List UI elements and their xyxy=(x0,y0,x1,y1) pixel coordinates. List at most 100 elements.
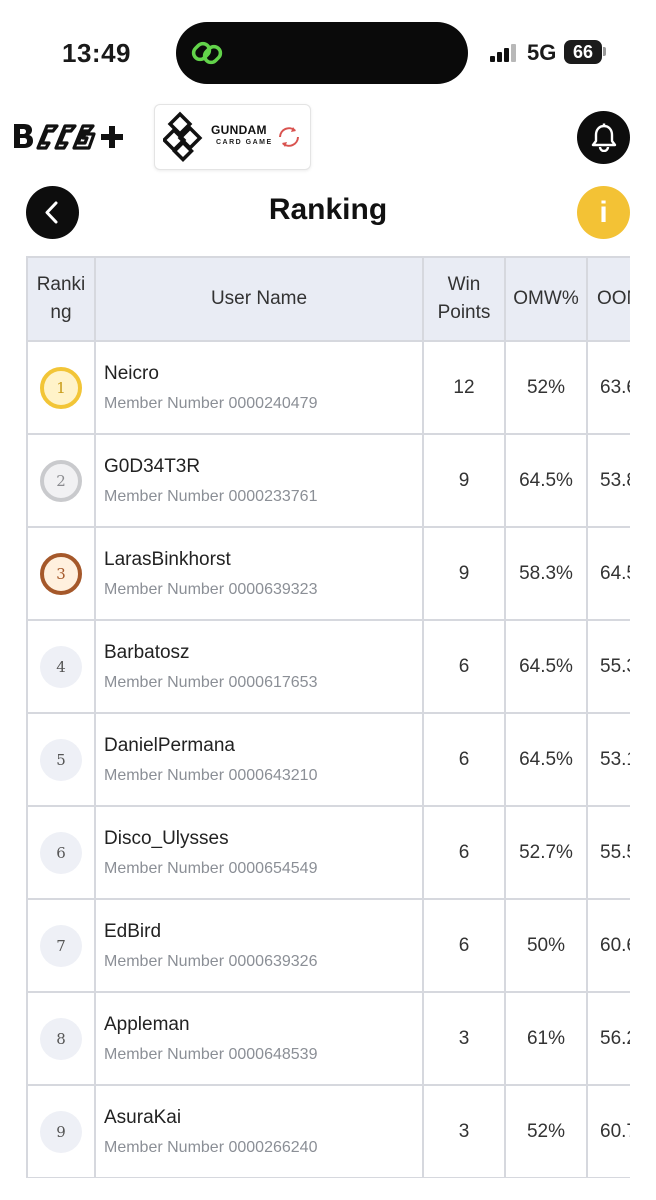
table-row[interactable]: 8 Appleman Member Number 0000648539 3 61% 56.… xyxy=(26,991,630,1086)
user-name: AsuraKai xyxy=(104,1106,182,1128)
network-type: 5G xyxy=(527,40,557,65)
ranking-table: Ranki ng User Name Win Points OMW% OOM %… xyxy=(26,256,630,1178)
medal-icon: 5 xyxy=(40,738,82,781)
header-win-points[interactable]: Win Points xyxy=(422,256,506,342)
user-cell[interactable]: Disco_Ulysses Member Number 0000654549 xyxy=(94,805,424,900)
table-row[interactable]: 6 Disco_Ulysses Member Number 0000654549 6 5… xyxy=(26,805,630,900)
back-button[interactable] xyxy=(26,186,79,239)
table-row[interactable]: 9 AsuraKai Member Number 0000266240 3 52% 60.… xyxy=(26,1084,630,1178)
table-row[interactable]: 2 G0D34T3R Member Number 0000233761 9 64.5% 5… xyxy=(26,433,630,528)
win-points-cell: 3 xyxy=(422,1084,506,1178)
clock: 13:49 xyxy=(62,38,131,68)
member-number: Member Number 0000643210 xyxy=(104,766,318,784)
user-cell[interactable]: AsuraKai Member Number 0000266240 xyxy=(94,1084,424,1178)
member-number: Member Number 0000617653 xyxy=(104,673,318,691)
win-points-cell: 3 xyxy=(422,991,506,1086)
omw-cell: 52% xyxy=(504,340,588,435)
medal-icon: 8 xyxy=(40,1017,82,1060)
gundam-subtitle: CARD GAME xyxy=(216,139,273,146)
oomw-cell: 55.3 xyxy=(586,619,630,714)
omw-cell: 64.5% xyxy=(504,619,588,714)
table-row[interactable]: 7 EdBird Member Number 0000639326 650%60.6 xyxy=(26,898,630,993)
battery-level: 66 xyxy=(564,40,602,64)
medal-icon: 4 xyxy=(40,645,82,688)
win-points-cell: 12 xyxy=(422,340,506,435)
user-name: DanielPermana xyxy=(104,734,235,756)
ranking-table-container[interactable]: Ranki ng User Name Win Points OMW% OOM %… xyxy=(26,256,630,1178)
omw-cell: 50% xyxy=(504,898,588,993)
omw-cell: 61% xyxy=(504,991,588,1086)
table-row[interactable]: 5 DanielPermana Member Number 0000643210 6 6… xyxy=(26,712,630,807)
bcg-plus-logo[interactable] xyxy=(12,116,130,158)
member-number: Member Number 0000240479 xyxy=(104,394,318,412)
battery-tip xyxy=(603,47,606,56)
member-number: Member Number 0000639326 xyxy=(104,952,318,970)
table-row[interactable]: 4 Barbatosz Member Number 0000617653 6 64.5%… xyxy=(26,619,630,714)
user-name: LarasBinkhorst xyxy=(104,548,231,570)
signal-icon xyxy=(490,44,518,62)
user-cell[interactable]: G0D34T3R Member Number 0000233761 xyxy=(94,433,424,528)
table-header-row: Ranki ng User Name Win Points OMW% OOM % xyxy=(26,256,630,342)
rank-cell: 7 xyxy=(26,898,96,993)
omw-cell: 52% xyxy=(504,1084,588,1178)
link-icon xyxy=(191,41,223,65)
rank-cell: 8 xyxy=(26,991,96,1086)
medal-icon: 2 xyxy=(40,459,82,502)
rank-cell: 9 xyxy=(26,1084,96,1178)
member-number: Member Number 0000266240 xyxy=(104,1138,318,1156)
user-cell[interactable]: LarasBinkhorst Member Number 0000639323 xyxy=(94,526,424,621)
omw-cell: 64.5% xyxy=(504,712,588,807)
user-cell[interactable]: EdBird Member Number 0000639326 xyxy=(94,898,424,993)
user-name: Barbatosz xyxy=(104,641,190,663)
member-number: Member Number 0000654549 xyxy=(104,859,318,877)
oomw-cell: 53.1 xyxy=(586,712,630,807)
win-points-cell: 6 xyxy=(422,898,506,993)
user-cell[interactable]: DanielPermana Member Number 0000643210 xyxy=(94,712,424,807)
medal-icon: 3 xyxy=(40,552,82,595)
reload-icon xyxy=(279,127,299,147)
member-number: Member Number 0000639323 xyxy=(104,580,318,598)
page-title: Ranking xyxy=(268,193,388,226)
rank-cell: 1 xyxy=(26,340,96,435)
oomw-cell: 56.2 xyxy=(586,991,630,1086)
oomw-cell: 60.6 xyxy=(586,898,630,993)
user-name: Disco_Ulysses xyxy=(104,827,229,849)
user-cell[interactable]: Appleman Member Number 0000648539 xyxy=(94,991,424,1086)
win-points-cell: 6 xyxy=(422,619,506,714)
oomw-cell: 53.8 xyxy=(586,433,630,528)
user-cell[interactable]: Barbatosz Member Number 0000617653 xyxy=(94,619,424,714)
info-button[interactable]: i xyxy=(577,186,630,239)
header-oomw[interactable]: OOM % xyxy=(586,256,630,342)
medal-icon: 9 xyxy=(40,1110,82,1153)
back-arrow-icon xyxy=(45,201,58,224)
user-name: G0D34T3R xyxy=(104,455,201,477)
medal-icon: 7 xyxy=(40,924,82,967)
member-number: Member Number 0000233761 xyxy=(104,487,318,505)
rank-cell: 2 xyxy=(26,433,96,528)
oomw-cell: 63.6 xyxy=(586,340,630,435)
rank-cell: 6 xyxy=(26,805,96,900)
user-name: EdBird xyxy=(104,920,162,942)
user-cell[interactable]: Neicro Member Number 0000240479 xyxy=(94,340,424,435)
oomw-cell: 55.5 xyxy=(586,805,630,900)
member-number: Member Number 0000648539 xyxy=(104,1045,318,1063)
win-points-cell: 9 xyxy=(422,433,506,528)
header-user-name[interactable]: User Name xyxy=(94,256,424,342)
table-row[interactable]: 3 LarasBinkhorst Member Number 0000639323 9… xyxy=(26,526,630,621)
bell-icon xyxy=(591,123,617,152)
oomw-cell: 64.5 xyxy=(586,526,630,621)
header-omw[interactable]: OMW% xyxy=(504,256,588,342)
gundam-logo xyxy=(163,111,203,162)
omw-cell: 58.3% xyxy=(504,526,588,621)
win-points-cell: 9 xyxy=(422,526,506,621)
user-name: Appleman xyxy=(104,1013,190,1035)
notifications-button[interactable] xyxy=(577,111,630,164)
header-ranking[interactable]: Ranki ng xyxy=(26,256,96,342)
gundam-card-game-logo[interactable]: GUNDAM CARD GAME xyxy=(154,104,311,170)
user-name: Neicro xyxy=(104,362,159,384)
gundam-title: GUNDAM xyxy=(211,123,267,137)
omw-cell: 64.5% xyxy=(504,433,588,528)
oomw-cell: 60.7 xyxy=(586,1084,630,1178)
medal-icon: 1 xyxy=(40,366,82,409)
